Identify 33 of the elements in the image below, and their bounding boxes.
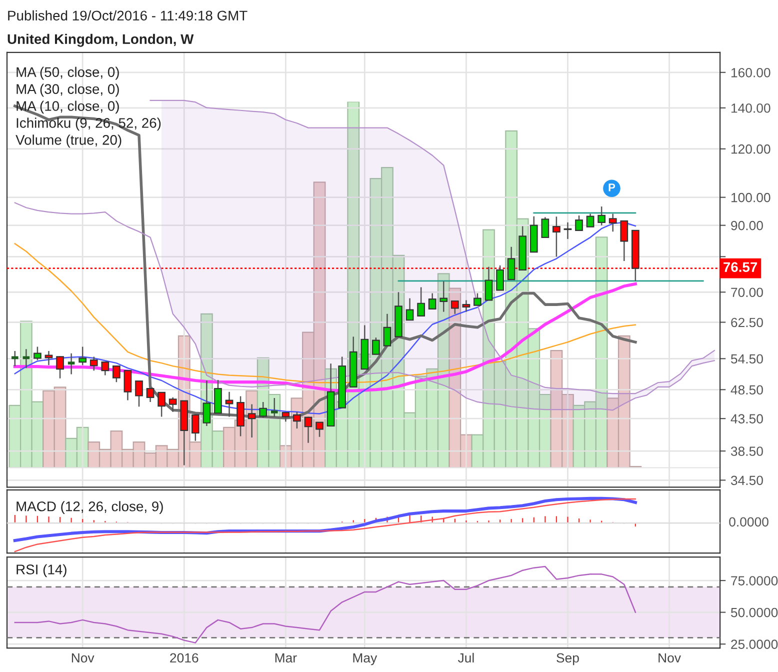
annotation: RSI (14) xyxy=(16,564,66,578)
y-tick-label: 140.00 xyxy=(731,103,770,113)
y-tick-label: 38.50 xyxy=(730,446,763,456)
y-tick-label: 54.50 xyxy=(730,354,763,364)
x-tick-label: Jul xyxy=(458,652,474,663)
annotation: MA (10, close, 0) xyxy=(16,100,119,114)
chart-title: Published 19/Oct/2016 - 11:49:18 GMT xyxy=(8,10,248,21)
x-tick-label: Sep xyxy=(556,653,579,666)
y-tick-label: 62.50 xyxy=(731,318,763,328)
y-tick-label: 75.0000 xyxy=(731,576,778,586)
y-tick-label: 43.50 xyxy=(730,414,763,424)
y-tick-label: 160.00 xyxy=(731,68,770,78)
y-tick-label: 48.50 xyxy=(730,385,763,395)
annotation: MA (30, close, 0) xyxy=(16,84,119,97)
x-tick-label: Nov xyxy=(72,653,94,663)
y-tick-label: 90.00 xyxy=(731,220,763,230)
annotation: MACD (12, 26, close, 9) xyxy=(16,501,163,514)
annotation: MA (50, close, 0) xyxy=(16,66,119,80)
y-tick-label: 50.0000 xyxy=(730,608,778,618)
y-tick-label: 25.0000 xyxy=(731,640,778,649)
y-tick-label: 34.50 xyxy=(730,476,763,486)
ref-line-label: 0.0000 xyxy=(729,517,768,527)
y-tick-label: 100.00 xyxy=(731,192,770,202)
annotation: P xyxy=(608,184,616,192)
y-tick-label: 70.00 xyxy=(731,288,763,298)
x-tick-label: May xyxy=(353,653,378,666)
y-tick-label: 120.00 xyxy=(731,144,770,154)
chart-subtitle: United Kingdom, London, W xyxy=(8,34,194,47)
ref-line-label: 76.57 xyxy=(723,262,758,272)
x-tick-label: 2016 xyxy=(170,653,198,663)
x-tick-label: Nov xyxy=(658,653,681,663)
annotation: Volume (true, 20) xyxy=(16,134,122,148)
x-tick-label: Mar xyxy=(275,653,297,663)
